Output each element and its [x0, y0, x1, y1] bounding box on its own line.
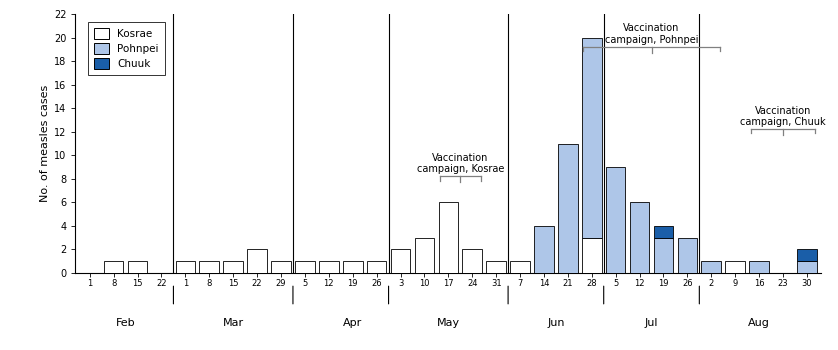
Text: Vaccination
campaign, Pohnpei: Vaccination campaign, Pohnpei — [605, 23, 698, 45]
Bar — [797, 250, 817, 261]
Bar — [797, 261, 817, 273]
Bar — [582, 37, 602, 238]
Bar — [510, 261, 530, 273]
Bar — [415, 238, 434, 273]
Bar — [104, 261, 123, 273]
Text: Mar: Mar — [223, 318, 244, 328]
Bar — [343, 261, 363, 273]
Bar — [272, 261, 291, 273]
Bar — [391, 250, 411, 273]
Bar — [654, 226, 673, 238]
Bar — [654, 238, 673, 273]
Bar — [295, 261, 315, 273]
Text: Vaccination
campaign, Kosrae: Vaccination campaign, Kosrae — [416, 153, 504, 174]
Text: May: May — [437, 318, 460, 328]
Bar — [199, 261, 219, 273]
Bar — [534, 226, 554, 273]
Bar — [367, 261, 386, 273]
Text: Jul: Jul — [644, 318, 659, 328]
Legend: Kosrae, Pohnpei, Chuuk: Kosrae, Pohnpei, Chuuk — [88, 22, 165, 75]
Bar — [486, 261, 506, 273]
Bar — [606, 167, 625, 273]
Text: Vaccination
campaign, Chuuk: Vaccination campaign, Chuuk — [740, 106, 825, 127]
Bar — [630, 202, 649, 273]
Text: Jun: Jun — [547, 318, 565, 328]
Bar — [319, 261, 339, 273]
Y-axis label: No. of measles cases: No. of measles cases — [39, 85, 49, 202]
Bar — [582, 238, 602, 273]
Text: Apr: Apr — [343, 318, 362, 328]
Bar — [463, 250, 482, 273]
Bar — [726, 261, 745, 273]
Bar — [438, 202, 458, 273]
Bar — [247, 250, 266, 273]
Bar — [127, 261, 147, 273]
Bar — [678, 238, 697, 273]
Bar — [558, 144, 577, 273]
Bar — [701, 261, 721, 273]
Text: Aug: Aug — [748, 318, 770, 328]
Bar — [749, 261, 769, 273]
Bar — [176, 261, 195, 273]
Text: Feb: Feb — [116, 318, 136, 328]
Bar — [224, 261, 243, 273]
